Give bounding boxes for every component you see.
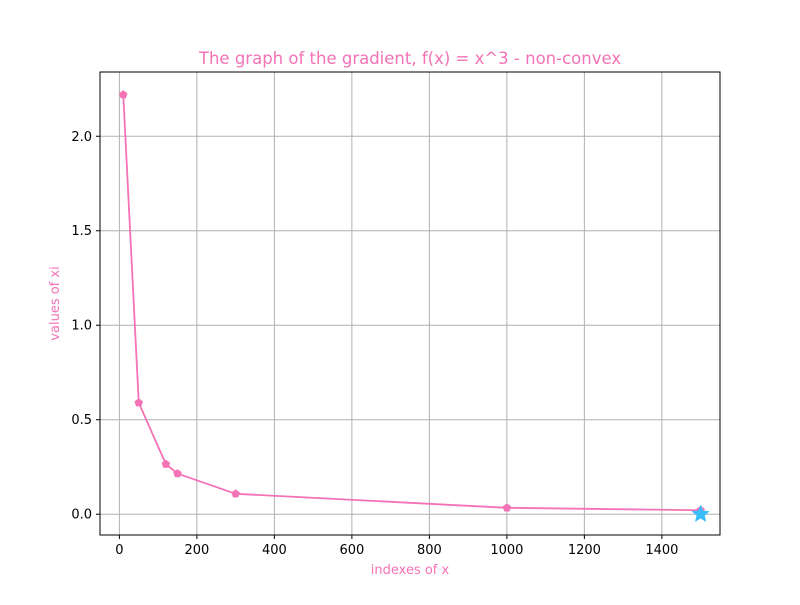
plot-frame	[99, 71, 721, 536]
y-tick-label: 0.0	[71, 508, 92, 523]
x-tick-label: 1200	[568, 543, 601, 558]
grid-layer	[100, 72, 720, 535]
series-layer	[122, 94, 701, 512]
data-point-marker	[161, 459, 171, 468]
x-tick-label: 800	[417, 543, 442, 558]
y-tick-label: 1.5	[71, 224, 92, 239]
highlight-star-marker	[691, 504, 710, 523]
y-axis-label: values of xi	[48, 266, 63, 340]
ticks-layer: 0 200 400 600 800 1000 1200 1400 0.0 0.5 1.0 1.5 2.0	[71, 130, 678, 558]
y-tick-label: 0.5	[71, 413, 92, 428]
data-point-marker	[134, 398, 144, 407]
x-tick-label: 1400	[645, 543, 678, 558]
axes-layer	[99, 71, 721, 536]
x-tick-label: 200	[184, 543, 209, 558]
y-tick-label: 1.0	[71, 319, 92, 334]
x-tick-label: 600	[339, 543, 364, 558]
chart-title: The graph of the gradient, f(x) = x^3 - …	[198, 49, 621, 68]
data-point-marker	[502, 503, 512, 512]
y-tick-label: 2.0	[71, 130, 92, 145]
markers-layer	[118, 90, 710, 523]
x-tick-label: 1000	[490, 543, 523, 558]
data-point-marker	[231, 489, 240, 498]
series-line	[122, 94, 701, 512]
x-axis-label: indexes of x	[371, 563, 450, 578]
x-tick-label: 0	[115, 543, 123, 558]
x-tick-label: 400	[262, 543, 287, 558]
data-point-marker	[118, 90, 128, 99]
data-point-marker	[173, 469, 182, 478]
